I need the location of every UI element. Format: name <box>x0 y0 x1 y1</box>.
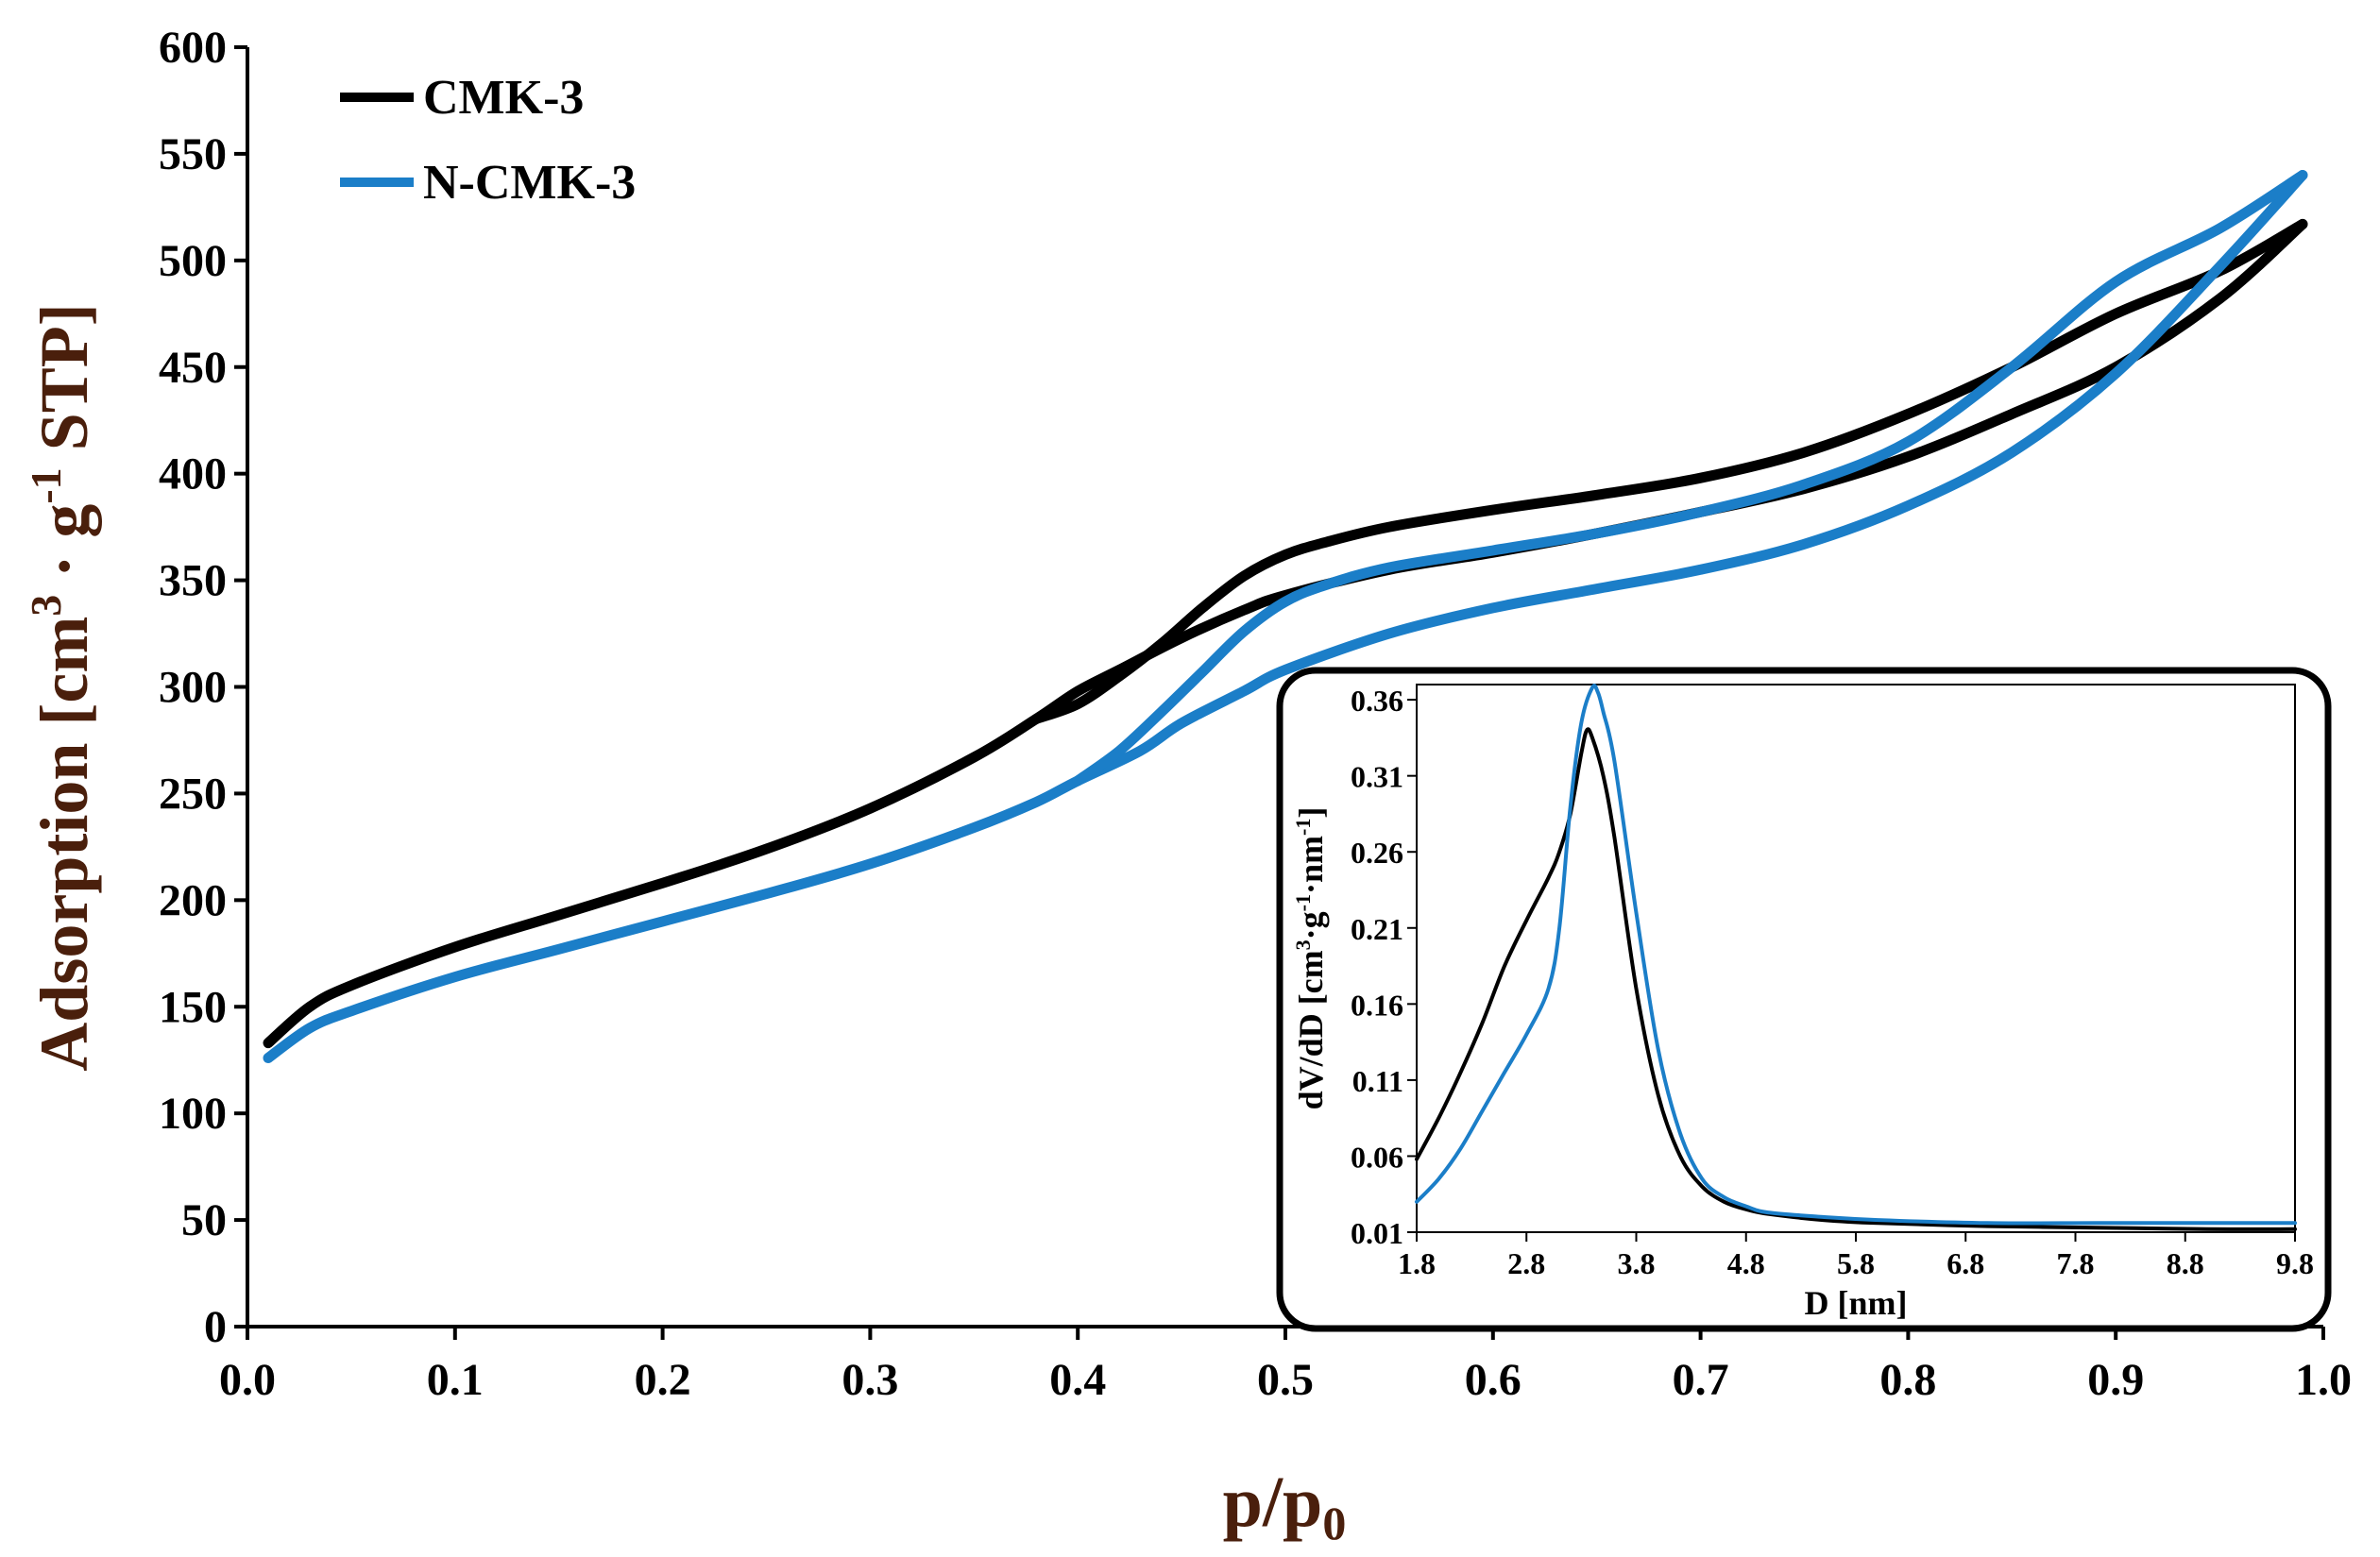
inset-y-tick-label: 0.16 <box>1351 988 1403 1022</box>
inset-x-axis-label: D [nm] <box>1805 1284 1908 1322</box>
ylabel-part-1: Adsorption [cm <box>26 617 102 1072</box>
inset-ylabel-part-2: ·g <box>1292 911 1330 939</box>
inset-series-cmk-3-line <box>1415 727 2297 1231</box>
inset-y-tick-label: 0.11 <box>1352 1064 1403 1098</box>
legend-label-ncmk3: N-CMK-3 <box>423 156 636 210</box>
main-x-tick-label: 1.0 <box>2295 1355 2352 1405</box>
main-x-tick-label: 0.0 <box>219 1355 276 1405</box>
main-x-tick-label: 0.3 <box>842 1355 898 1405</box>
legend-label-cmk3: CMK-3 <box>423 71 584 125</box>
inset-frame <box>1276 667 2332 1332</box>
inset-ylabel-part-3: ·nm <box>1292 836 1330 894</box>
main-x-tick-label: 0.4 <box>1049 1355 1106 1405</box>
main-y-tick-label: 450 <box>159 343 227 393</box>
inset-y-tick-label: 0.36 <box>1351 684 1403 718</box>
inset-plot: 0.01 0.06 0.11 0.16 0.21 0.26 0.31 0.36 1.8 2.8 3… <box>1276 667 2332 1332</box>
inset-x-tick-label: 2.8 <box>1507 1246 1545 1280</box>
main-y-ticks: 0 50 100 150 200 250 300 350 400 450 500 550 600 <box>159 23 247 1352</box>
ylabel-part-2: · g <box>26 504 102 595</box>
main-y-tick-label: 200 <box>159 875 227 925</box>
main-y-tick-label: 250 <box>159 769 227 819</box>
inset-ylabel-sup-1: 3 <box>1291 939 1315 950</box>
inset-series-n-cmk-3-line <box>1415 684 2297 1226</box>
main-y-tick-label: 350 <box>159 556 227 606</box>
main-y-tick-label: 500 <box>159 236 227 286</box>
main-x-tick-label: 0.2 <box>635 1355 691 1405</box>
inset-x-tick-label: 8.8 <box>2167 1246 2204 1280</box>
inset-x-tick-label: 1.8 <box>1398 1246 1436 1280</box>
main-y-tick-label: 550 <box>159 129 227 179</box>
main-x-tick-label: 0.6 <box>1465 1355 1522 1405</box>
main-x-tick-label: 0.8 <box>1879 1355 1936 1405</box>
main-y-tick-label: 600 <box>159 23 227 73</box>
inset-ylabel-part-1: dV/dD [cm <box>1292 950 1330 1109</box>
inset-ylabel-sup-3: -1 <box>1291 819 1315 836</box>
inset-x-tick-label: 5.8 <box>1837 1246 1875 1280</box>
inset-x-tick-label: 6.8 <box>1946 1246 1984 1280</box>
main-x-tick-label: 0.7 <box>1673 1355 1729 1405</box>
main-x-axis-label: p/p0 <box>1223 1463 1347 1549</box>
inset-y-tick-label: 0.06 <box>1351 1140 1403 1174</box>
inset-ylabel-part-4: ] <box>1292 807 1330 819</box>
inset-series <box>1415 684 2297 1231</box>
main-y-tick-label: 100 <box>159 1089 227 1139</box>
main-y-tick-label: 50 <box>181 1195 227 1245</box>
series-cmk-3-desorption-line <box>1030 218 2308 724</box>
main-y-tick-label: 300 <box>159 663 227 713</box>
ylabel-sup-2: -1 <box>22 467 70 503</box>
xlabel-sub: 0 <box>1322 1497 1346 1549</box>
inset-y-tick-label: 0.31 <box>1351 760 1403 794</box>
main-y-tick-label: 150 <box>159 982 227 1032</box>
inset-y-tick-label: 0.01 <box>1351 1216 1403 1250</box>
inset-x-tick-label: 4.8 <box>1727 1246 1765 1280</box>
inset-y-tick-label: 0.21 <box>1351 912 1403 946</box>
series-cmk-3-adsorption-line <box>263 218 2308 1049</box>
series-n-cmk-3-adsorption-line <box>263 170 2308 1063</box>
main-x-tick-label: 0.5 <box>1257 1355 1314 1405</box>
series-n-cmk-3-desorption-line <box>1072 170 2308 787</box>
ylabel-sup-1: 3 <box>22 595 70 617</box>
inset-x-tick-label: 7.8 <box>2057 1246 2095 1280</box>
inset-x-tick-label: 3.8 <box>1618 1246 1656 1280</box>
main-series <box>263 170 2308 1063</box>
ylabel-part-3: STP] <box>26 303 102 467</box>
main-y-tick-label: 0 <box>204 1302 227 1352</box>
main-x-tick-label: 0.9 <box>2087 1355 2144 1405</box>
inset-y-tick-label: 0.26 <box>1351 836 1403 870</box>
inset-x-tick-label: 9.8 <box>2276 1246 2314 1280</box>
main-y-tick-label: 400 <box>159 449 227 499</box>
inset-y-axis-label: dV/dD [cm3·g-1·nm-1] <box>1291 807 1330 1110</box>
inset-x-ticks: 1.8 2.8 3.8 4.8 5.8 6.8 7.8 8.8 9.8 <box>1398 1232 2314 1280</box>
main-plot: 0 50 100 150 200 250 300 350 400 450 500 550 600 0.0… <box>22 23 2352 1549</box>
xlabel-main: p/p <box>1223 1463 1323 1542</box>
main-y-axis-label: Adsorption [cm3 · g-1 STP] <box>22 303 102 1071</box>
inset-y-ticks: 0.01 0.06 0.11 0.16 0.21 0.26 0.31 0.36 <box>1351 684 1417 1250</box>
legend: CMK-3 N-CMK-3 <box>340 71 636 210</box>
main-x-ticks: 0.0 0.1 0.2 0.3 0.4 0.5 0.6 0.7 0.8 0.9 1.0 <box>219 1327 2352 1405</box>
main-x-tick-label: 0.1 <box>427 1355 484 1405</box>
inset-ylabel-sup-2: -1 <box>1291 894 1315 911</box>
